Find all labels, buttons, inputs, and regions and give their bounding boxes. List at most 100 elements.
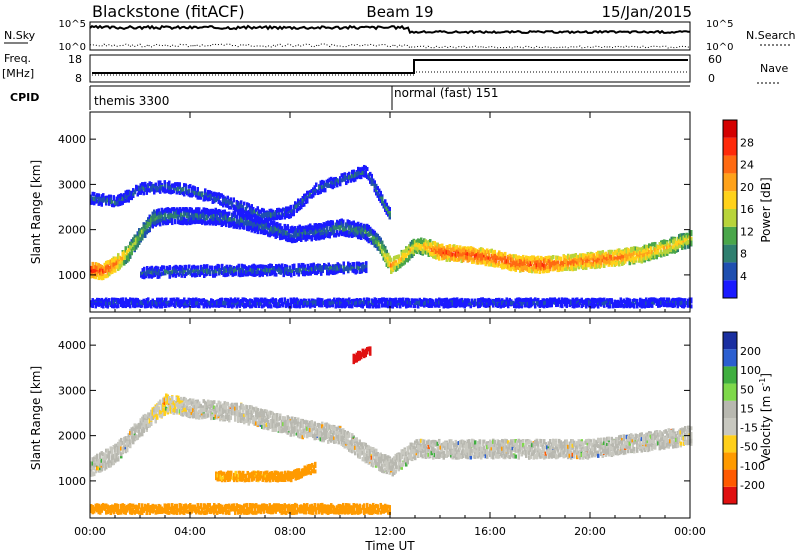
power-pixel bbox=[342, 219, 345, 224]
power-pixel bbox=[159, 211, 162, 216]
power-pixel bbox=[325, 228, 328, 233]
power-pixel bbox=[526, 256, 529, 261]
power-pixel bbox=[412, 239, 415, 244]
power-pixel bbox=[574, 259, 577, 264]
power-pixel bbox=[541, 269, 544, 274]
power-pixel bbox=[373, 230, 376, 235]
power-pixel bbox=[487, 258, 490, 263]
power-pixel bbox=[90, 265, 93, 270]
power-pixel bbox=[214, 221, 217, 226]
power-pixel bbox=[255, 218, 258, 223]
power-pixel bbox=[612, 260, 615, 265]
power-pixel bbox=[450, 247, 453, 252]
power-pixel bbox=[439, 252, 442, 257]
power-pixel bbox=[543, 263, 546, 268]
power-pixel bbox=[187, 209, 190, 214]
power-pixel bbox=[648, 243, 651, 248]
power-pixel bbox=[97, 263, 100, 268]
power-pixel bbox=[153, 209, 156, 214]
power-pixel bbox=[474, 250, 477, 255]
power-pixel bbox=[313, 223, 316, 228]
power-pixel bbox=[654, 254, 657, 259]
power-pixel bbox=[321, 235, 324, 240]
power-pixel bbox=[157, 208, 160, 213]
power-pixel bbox=[202, 219, 205, 224]
power-pixel bbox=[346, 231, 349, 236]
power-pixel bbox=[630, 258, 633, 263]
power-pixel bbox=[586, 254, 589, 259]
power-pixel bbox=[390, 263, 393, 268]
power-pixel bbox=[280, 226, 283, 231]
power-pixel bbox=[631, 256, 634, 261]
nave-label: Nave bbox=[760, 62, 788, 75]
power-pixel bbox=[580, 257, 583, 262]
power-pixel bbox=[178, 210, 181, 215]
power-pixel bbox=[429, 245, 432, 250]
power-pixel bbox=[94, 269, 97, 274]
power-pixel bbox=[570, 265, 573, 270]
power-pixel bbox=[469, 254, 472, 259]
power-pixel bbox=[366, 237, 369, 242]
power-pixel bbox=[277, 231, 280, 236]
power-pixel bbox=[390, 269, 393, 274]
power-pixel bbox=[163, 210, 166, 215]
power-pixel bbox=[352, 233, 355, 238]
power-pixel bbox=[234, 224, 237, 229]
power-pixel bbox=[261, 218, 264, 223]
power-pixel bbox=[646, 247, 649, 252]
power-pixel bbox=[243, 201, 246, 206]
power-pixel bbox=[187, 212, 190, 217]
power-pixel bbox=[492, 255, 495, 260]
power-pixel bbox=[165, 221, 168, 226]
power-pixel bbox=[529, 261, 532, 266]
power-pixel bbox=[199, 211, 202, 216]
power-pixel bbox=[276, 228, 279, 233]
cpid-segment-1: themis 3300 bbox=[94, 94, 169, 108]
power-pixel bbox=[105, 274, 108, 279]
power-pixel bbox=[126, 249, 129, 254]
power-pixel bbox=[466, 255, 469, 260]
power-pixel bbox=[379, 239, 382, 244]
power-pixel bbox=[325, 221, 328, 226]
power-pixel bbox=[252, 221, 255, 226]
power-pixel bbox=[216, 220, 219, 225]
power-pixel bbox=[451, 247, 454, 252]
power-pixel bbox=[487, 252, 490, 257]
power-pixel bbox=[184, 209, 187, 214]
power-pixel bbox=[354, 222, 357, 227]
power-pixel bbox=[141, 229, 144, 234]
power-pixel bbox=[234, 214, 237, 219]
power-pixel bbox=[600, 255, 603, 260]
power-pixel bbox=[646, 256, 649, 261]
power-pixel bbox=[567, 261, 570, 266]
power-pixel bbox=[198, 219, 201, 224]
power-pixel bbox=[238, 216, 241, 221]
power-pixel bbox=[228, 211, 231, 216]
power-pixel bbox=[591, 256, 594, 261]
power-pixel bbox=[483, 249, 486, 254]
power-pixel bbox=[322, 224, 325, 229]
power-pixel bbox=[298, 224, 301, 229]
power-pixel bbox=[315, 226, 318, 231]
power-pixel bbox=[496, 255, 499, 260]
power-pixel bbox=[501, 262, 504, 267]
power-pixel bbox=[247, 227, 250, 232]
power-pixel bbox=[109, 264, 112, 269]
power-pixel bbox=[331, 229, 334, 234]
power-pixel bbox=[264, 231, 267, 236]
power-pixel bbox=[234, 211, 237, 216]
power-pixel bbox=[175, 207, 178, 212]
power-pixel bbox=[651, 254, 654, 259]
power-pixel bbox=[193, 219, 196, 224]
power-pixel bbox=[328, 231, 331, 236]
power-pixel bbox=[330, 220, 333, 225]
power-pixel bbox=[621, 250, 624, 255]
power-pixel bbox=[189, 215, 192, 220]
power-pixel bbox=[94, 265, 97, 270]
power-pixel bbox=[186, 214, 189, 219]
nave-tick-top: 60 bbox=[708, 53, 722, 66]
power-pixel bbox=[547, 268, 550, 273]
power-pixel bbox=[168, 219, 171, 224]
power-pixel bbox=[435, 242, 438, 247]
power-pixel bbox=[318, 232, 321, 237]
